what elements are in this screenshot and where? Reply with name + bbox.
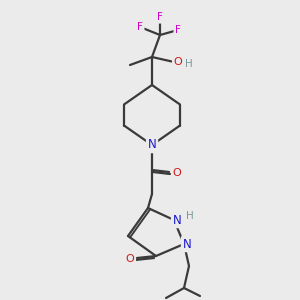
Text: N: N bbox=[183, 238, 191, 250]
Text: O: O bbox=[174, 57, 182, 67]
Text: O: O bbox=[172, 168, 182, 178]
Text: F: F bbox=[175, 25, 181, 35]
Text: F: F bbox=[137, 22, 143, 32]
Text: H: H bbox=[186, 211, 194, 221]
Text: O: O bbox=[126, 254, 134, 264]
Text: H: H bbox=[185, 59, 193, 69]
Text: F: F bbox=[157, 12, 163, 22]
Text: N: N bbox=[172, 214, 182, 226]
Text: N: N bbox=[148, 139, 156, 152]
